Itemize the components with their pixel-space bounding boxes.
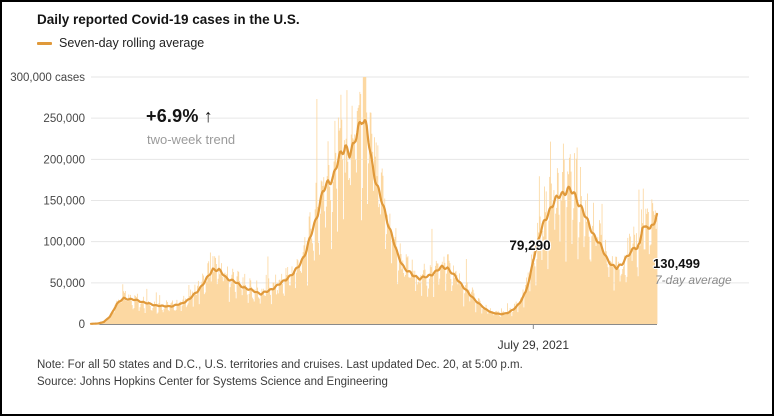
y-tick-label: 150,000 [43,196,85,208]
source-line: Source: Johns Hopkins Center for Systems… [37,376,388,388]
line-swatch-icon [37,41,52,45]
point-annotation: 79,290 [509,238,551,253]
rolling-average-line [89,119,659,325]
trend-annotation-value: +6.9% ↑ [146,106,213,126]
y-tick-label: 300,000 cases [10,72,85,84]
legend-label: Seven-day rolling average [59,36,205,50]
y-tick-label: 50,000 [50,278,85,290]
y-tick-label: 100,000 [43,237,85,249]
trend-annotation-label: two-week trend [147,132,236,147]
y-tick-label: 0 [79,319,85,331]
x-axis-tick-label: July 29, 2021 [497,338,570,352]
legend: Seven-day rolling average [37,36,204,50]
footnote: Note: For all 50 states and D.C., U.S. t… [37,359,523,371]
latest-value-label: 7-day average [655,273,732,287]
y-tick-label: 250,000 [43,113,85,125]
latest-value-annotation: 130,499 [653,256,700,271]
y-tick-label: 200,000 [43,154,85,166]
chart-title: Daily reported Covid-19 cases in the U.S… [37,12,300,27]
